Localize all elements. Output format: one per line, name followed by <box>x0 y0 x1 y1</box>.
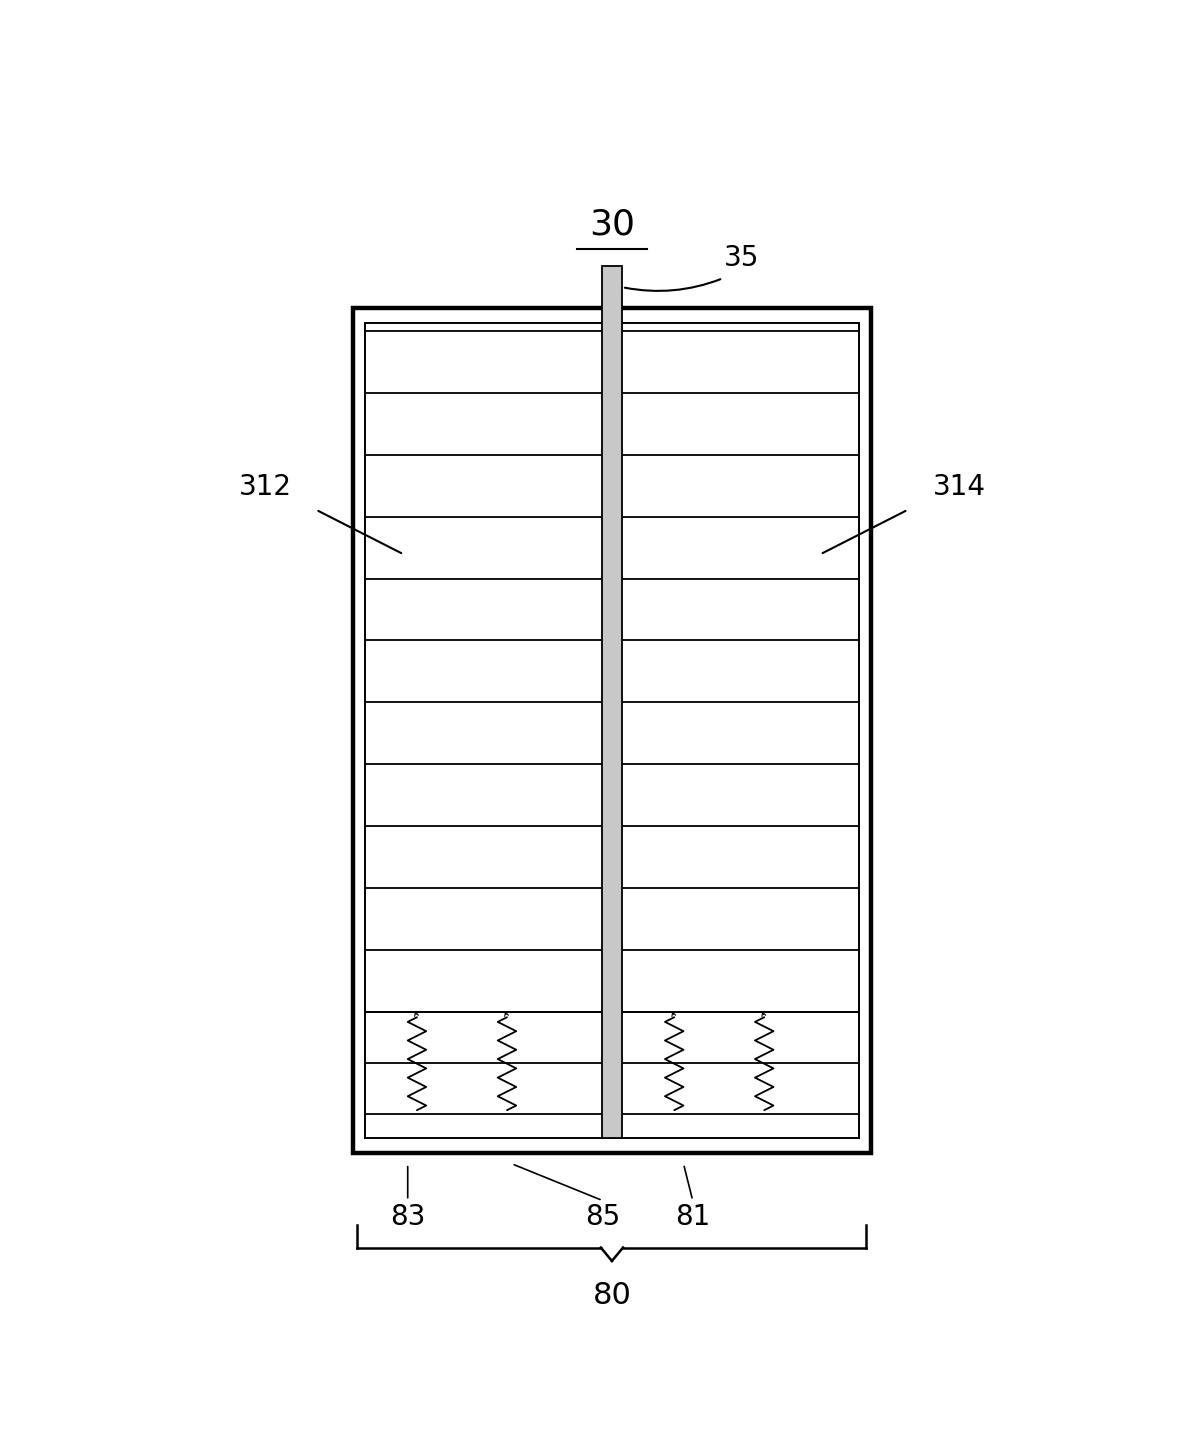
Bar <box>602 266 622 1138</box>
Text: 314: 314 <box>933 473 985 501</box>
Text: 312: 312 <box>239 473 291 501</box>
Bar <box>365 322 858 1138</box>
Text: 80: 80 <box>592 1281 632 1310</box>
Text: 83: 83 <box>390 1202 425 1231</box>
Text: 81: 81 <box>675 1202 710 1231</box>
Text: 30: 30 <box>589 208 635 241</box>
Text: 35: 35 <box>724 244 759 272</box>
Bar <box>353 308 872 1153</box>
Text: 85: 85 <box>585 1202 621 1231</box>
